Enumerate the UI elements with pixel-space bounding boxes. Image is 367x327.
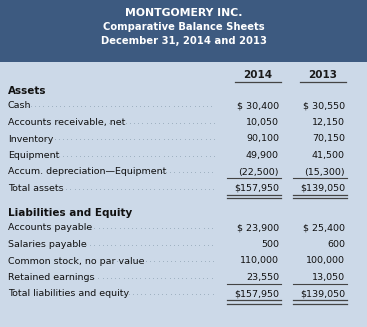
Text: Retained earnings: Retained earnings xyxy=(8,273,94,282)
Text: 500: 500 xyxy=(261,240,279,249)
Text: 70,150: 70,150 xyxy=(312,134,345,144)
Text: $139,050: $139,050 xyxy=(300,184,345,193)
Text: 2013: 2013 xyxy=(309,70,338,80)
Text: 100,000: 100,000 xyxy=(306,256,345,266)
Text: Salaries payable: Salaries payable xyxy=(8,240,87,249)
Text: (22,500): (22,500) xyxy=(239,167,279,177)
Text: Equipment: Equipment xyxy=(8,151,59,160)
Text: Total assets: Total assets xyxy=(8,184,63,193)
Text: $139,050: $139,050 xyxy=(300,289,345,299)
Text: 110,000: 110,000 xyxy=(240,256,279,266)
Text: MONTGOMERY INC.: MONTGOMERY INC. xyxy=(125,8,242,18)
Text: Common stock, no par value: Common stock, no par value xyxy=(8,256,145,266)
Text: 10,050: 10,050 xyxy=(246,118,279,127)
Text: $157,950: $157,950 xyxy=(234,289,279,299)
Text: Accum. depreciation—Equipment: Accum. depreciation—Equipment xyxy=(8,167,166,177)
Text: $ 30,550: $ 30,550 xyxy=(303,101,345,111)
Text: 49,900: 49,900 xyxy=(246,151,279,160)
Text: Accounts payable: Accounts payable xyxy=(8,223,92,232)
Text: $ 23,900: $ 23,900 xyxy=(237,223,279,232)
Text: Comparative Balance Sheets: Comparative Balance Sheets xyxy=(103,22,264,32)
Text: Inventory: Inventory xyxy=(8,134,53,144)
Text: $ 25,400: $ 25,400 xyxy=(303,223,345,232)
Text: 600: 600 xyxy=(327,240,345,249)
Text: 12,150: 12,150 xyxy=(312,118,345,127)
Text: 41,500: 41,500 xyxy=(312,151,345,160)
Text: December 31, 2014 and 2013: December 31, 2014 and 2013 xyxy=(101,36,266,46)
Text: Liabilities and Equity: Liabilities and Equity xyxy=(8,208,132,218)
Text: Cash: Cash xyxy=(8,101,32,111)
Text: 23,550: 23,550 xyxy=(246,273,279,282)
Bar xyxy=(0,0,367,62)
Text: $ 30,400: $ 30,400 xyxy=(237,101,279,111)
Text: 13,050: 13,050 xyxy=(312,273,345,282)
Text: Total liabilities and equity: Total liabilities and equity xyxy=(8,289,129,299)
Text: 90,100: 90,100 xyxy=(246,134,279,144)
Text: $157,950: $157,950 xyxy=(234,184,279,193)
Text: 2014: 2014 xyxy=(243,70,273,80)
Text: (15,300): (15,300) xyxy=(304,167,345,177)
Text: Assets: Assets xyxy=(8,86,47,96)
Text: Accounts receivable, net: Accounts receivable, net xyxy=(8,118,126,127)
